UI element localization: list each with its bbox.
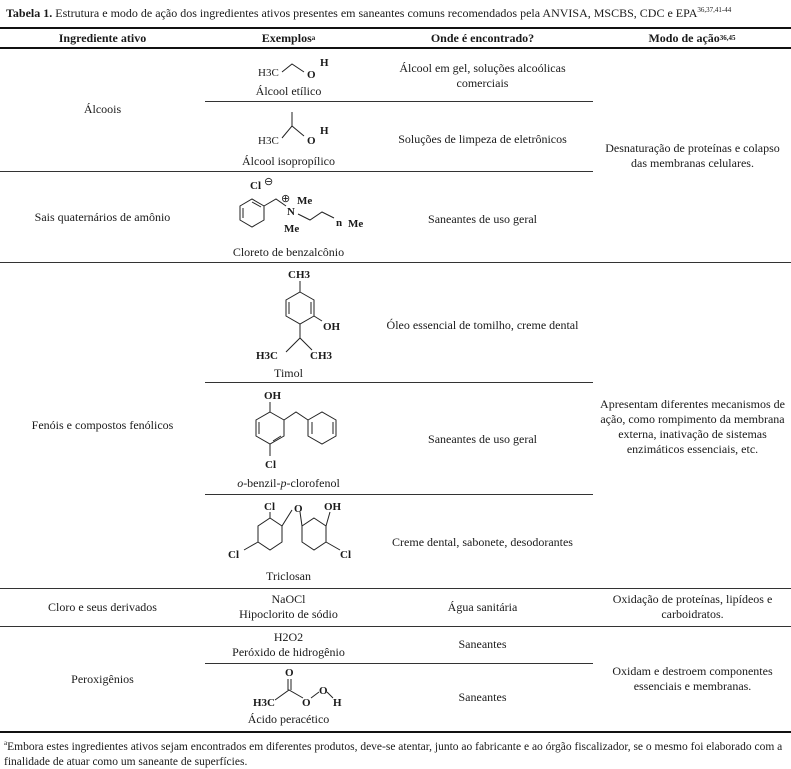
- thymol-structure: CH3 OH H3C CH3: [256, 269, 341, 362]
- svg-text:Cl: Cl: [228, 549, 239, 561]
- row-divider: [0, 171, 593, 172]
- svg-text:Cl: Cl: [340, 549, 351, 561]
- isopropanol-structure: H3C OH: [258, 112, 329, 147]
- chlorophene-structure: OH Cl: [255, 390, 337, 471]
- where-text: Soluções de limpeza de eletrônicos: [398, 131, 567, 146]
- svg-text:H3C: H3C: [256, 350, 278, 362]
- rule-bottom: [0, 731, 791, 733]
- where-text: Saneantes: [458, 689, 507, 704]
- svg-text:H3C: H3C: [253, 697, 275, 709]
- svg-text:OH: OH: [264, 390, 282, 402]
- row-divider: [0, 626, 791, 627]
- example-name: Álcool etílico: [255, 84, 322, 98]
- svg-text:n: n: [336, 217, 342, 229]
- svg-text:CH3: CH3: [288, 269, 311, 281]
- caption-refs: 36,37,41-44: [697, 6, 732, 14]
- svg-text:CH3: CH3: [310, 350, 333, 362]
- group-alcoois: Álcoois: [83, 102, 122, 116]
- row-divider: [205, 101, 593, 102]
- rule-header: [0, 47, 791, 49]
- svg-text:O: O: [302, 697, 311, 709]
- svg-text:OH: OH: [324, 501, 342, 513]
- header-exemplos: Exemplos a: [261, 30, 316, 45]
- svg-text:⊖: ⊖: [264, 176, 273, 188]
- ethanol-structure: H3C OH: [258, 57, 329, 81]
- svg-text:H: H: [320, 125, 329, 137]
- where-text: Saneantes de uso geral: [428, 431, 537, 446]
- header-modo: Modo de ação 36,45: [648, 30, 736, 45]
- rule-top: [0, 27, 791, 29]
- svg-text:O: O: [319, 685, 328, 697]
- mode-text: Apresentam diferentes mecanismos de ação…: [600, 397, 785, 456]
- example-name: Triclosan: [266, 569, 311, 583]
- svg-text:H: H: [320, 57, 329, 69]
- mode-text: Oxidação de proteínas, lipídeos e carboi…: [612, 592, 773, 621]
- group-cloro: Cloro e seus derivados: [48, 600, 157, 614]
- caption-label: Tabela 1.: [6, 6, 53, 20]
- triclosan-structure: Cl O OH Cl Cl: [228, 501, 351, 561]
- svg-text:O: O: [307, 135, 316, 147]
- header-ingrediente: Ingrediente ativo: [58, 30, 147, 45]
- svg-text:OH: OH: [323, 321, 341, 333]
- svg-text:Cl: Cl: [250, 180, 261, 192]
- where-text: Saneantes: [458, 636, 507, 651]
- example-name: Timol: [274, 366, 303, 380]
- header-onde: Onde é encontrado?: [430, 30, 535, 45]
- svg-text:H: H: [333, 697, 342, 709]
- example-h2o2: H2O2 Peróxido de hidrogênio: [232, 630, 345, 659]
- group-peroxigenios: Peroxigênios: [71, 671, 134, 686]
- svg-text:O: O: [294, 503, 303, 515]
- mode-text: Desnaturação de proteínas e colapso das …: [605, 141, 780, 170]
- row-divider: [0, 588, 791, 589]
- svg-text:H3C: H3C: [258, 67, 279, 79]
- footnote: aEmbora estes ingredientes ativos sejam …: [4, 739, 783, 768]
- group-sais: Sais quaternários de amônio: [34, 209, 171, 224]
- example-name: Cloreto de benzalcônio: [232, 245, 345, 259]
- example-name: Álcool isopropílico: [242, 154, 335, 168]
- row-divider: [205, 494, 593, 495]
- svg-text:⊕: ⊕: [281, 193, 290, 205]
- group-fenois: Fenóis e compostos fenólicos: [31, 418, 174, 432]
- example-name: o -benzil-p -clorofenol: [237, 476, 340, 490]
- mode-text: Oxidam e destroem componentes essenciais…: [612, 664, 773, 693]
- svg-text:Me: Me: [297, 195, 312, 207]
- benzalkonium-structure: Cl ⊖ ⊕N Me Me n Me: [239, 176, 363, 235]
- where-text: Creme dental, sabonete, desodorantes: [392, 534, 573, 549]
- svg-text:O: O: [307, 69, 316, 81]
- example-name: Ácido peracético: [247, 712, 330, 726]
- table-caption: Tabela 1. Estrutura e modo de ação dos i…: [6, 6, 731, 21]
- where-text: Óleo essencial de tomilho, creme dental: [386, 317, 579, 332]
- row-divider: [0, 262, 791, 263]
- where-text: Álcool em gel, soluções alcoólicas comer…: [399, 61, 566, 90]
- caption-text: Estrutura e modo de ação dos ingrediente…: [52, 6, 698, 20]
- where-text: Água sanitária: [447, 599, 518, 614]
- where-text: Saneantes de uso geral: [428, 211, 537, 226]
- svg-text:Cl: Cl: [264, 501, 275, 513]
- peracetic-acid-structure: O H3C O OH: [253, 667, 342, 709]
- svg-text:Cl: Cl: [265, 459, 276, 471]
- svg-text:H3C: H3C: [258, 135, 279, 147]
- row-divider: [205, 663, 593, 664]
- row-divider: [205, 382, 593, 383]
- example-naocl: NaOCl Hipoclorito de sódio: [239, 592, 338, 621]
- svg-text:Me: Me: [348, 218, 363, 230]
- svg-text:N: N: [287, 206, 295, 218]
- svg-text:O: O: [285, 667, 294, 679]
- svg-text:Me: Me: [284, 223, 299, 235]
